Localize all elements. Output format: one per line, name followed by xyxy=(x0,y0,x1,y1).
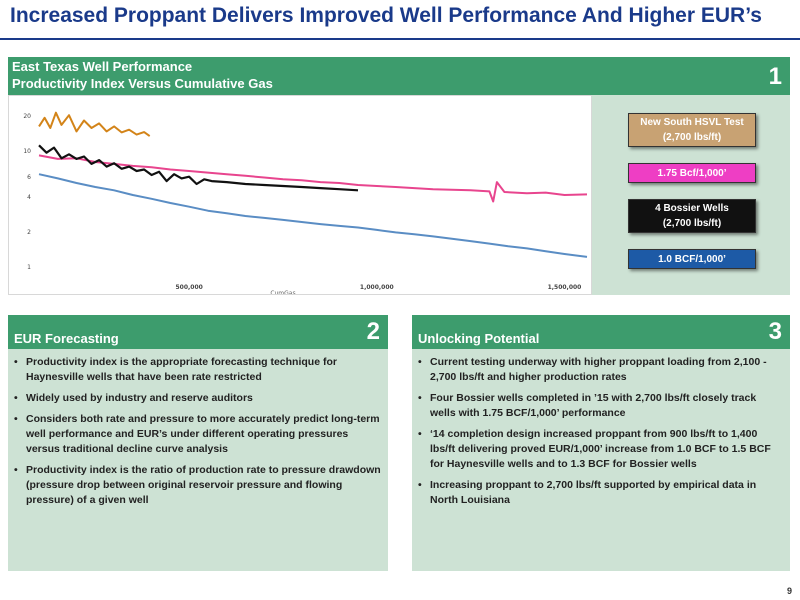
panel1-title-line1: East Texas Well Performance xyxy=(12,59,193,74)
productivity-index-chart: 20 10 6 4 2 1 500,000 1,000,000 1,500,000 CumGas xyxy=(23,111,588,297)
legend-item-bossier-wells-line1: 4 Bossier Wells xyxy=(655,203,729,214)
legend-item-175-bcf: 1.75 Bcf/1,000’ xyxy=(628,163,756,183)
panel2-number: 2 xyxy=(366,318,380,345)
legend-item-hsvl-test-line1: New South HSVL Test xyxy=(640,117,744,128)
panel3-header: Unlocking Potential 3 xyxy=(412,315,790,349)
panel1-number: 1 xyxy=(768,63,782,90)
legend-item-hsvl-test: New South HSVL Test (2,700 lbs/ft) xyxy=(628,113,756,147)
bullet-item: Productivity index is the appropriate fo… xyxy=(14,355,382,385)
series-line-0 xyxy=(38,111,151,137)
bullet-item: Considers both rate and pressure to more… xyxy=(14,412,382,457)
title-rule xyxy=(0,38,800,40)
bullet-item: Four Bossier wells completed in ’15 with… xyxy=(418,391,784,421)
series-line-1 xyxy=(38,154,588,203)
bullet-item: Widely used by industry and reserve audi… xyxy=(14,391,382,406)
y-tick-label: 10 xyxy=(23,148,31,155)
x-tick-label: 1,500,000 xyxy=(548,284,582,291)
series-line-2 xyxy=(38,144,359,192)
legend-item-175-bcf-label: 1.75 Bcf/1,000’ xyxy=(657,167,727,179)
y-tick-label: 1 xyxy=(27,264,31,271)
panel3-title: Unlocking Potential xyxy=(418,331,540,346)
y-tick-label: 6 xyxy=(27,174,31,181)
bullet-item: Productivity index is the ratio of produ… xyxy=(14,463,382,508)
page-number: 9 xyxy=(786,586,792,596)
panel2-header: EUR Forecasting 2 xyxy=(8,315,388,349)
legend-item-10-bcf: 1.0 BCF/1,000’ xyxy=(628,249,756,269)
bullet-item: Current testing underway with higher pro… xyxy=(418,355,784,385)
page-title: Increased Proppant Delivers Improved Wel… xyxy=(10,4,762,27)
legend-item-10-bcf-label: 1.0 BCF/1,000’ xyxy=(658,253,726,265)
panel3-number: 3 xyxy=(768,318,782,345)
legend-item-hsvl-test-line2: (2,700 lbs/ft) xyxy=(662,132,722,143)
y-tick-label: 4 xyxy=(27,194,31,201)
panel1-title-line2: Productivity Index Versus Cumulative Gas xyxy=(12,76,273,91)
panel2-title: EUR Forecasting xyxy=(14,331,119,346)
y-tick-label: 2 xyxy=(27,229,31,236)
legend-area: New South HSVL Test (2,700 lbs/ft) 1.75 … xyxy=(592,95,790,295)
bullet-item: ‘14 completion design increased proppant… xyxy=(418,427,784,472)
panel3-bullet-list: Current testing underway with higher pro… xyxy=(412,349,790,508)
chart-area: 20 10 6 4 2 1 500,000 1,000,000 1,500,000 CumGas xyxy=(8,95,592,297)
x-tick-label: 500,000 xyxy=(175,284,202,291)
panel1-header: East Texas Well Performance Productivity… xyxy=(8,57,790,95)
panel3-body: Current testing underway with higher pro… xyxy=(412,349,790,571)
legend-item-bossier-wells-line2: (2,700 lbs/ft) xyxy=(662,218,722,229)
panel2-bullet-list: Productivity index is the appropriate fo… xyxy=(8,349,388,508)
x-tick-label: 1,000,000 xyxy=(360,284,394,291)
legend-item-bossier-wells: 4 Bossier Wells (2,700 lbs/ft) xyxy=(628,199,756,233)
y-tick-label: 20 xyxy=(23,113,31,120)
x-axis-label: CumGas xyxy=(270,290,295,294)
bullet-item: Increasing proppant to 2,700 lbs/ft supp… xyxy=(418,478,784,508)
series-line-3 xyxy=(38,173,588,258)
panel2-body: Productivity index is the appropriate fo… xyxy=(8,349,388,571)
